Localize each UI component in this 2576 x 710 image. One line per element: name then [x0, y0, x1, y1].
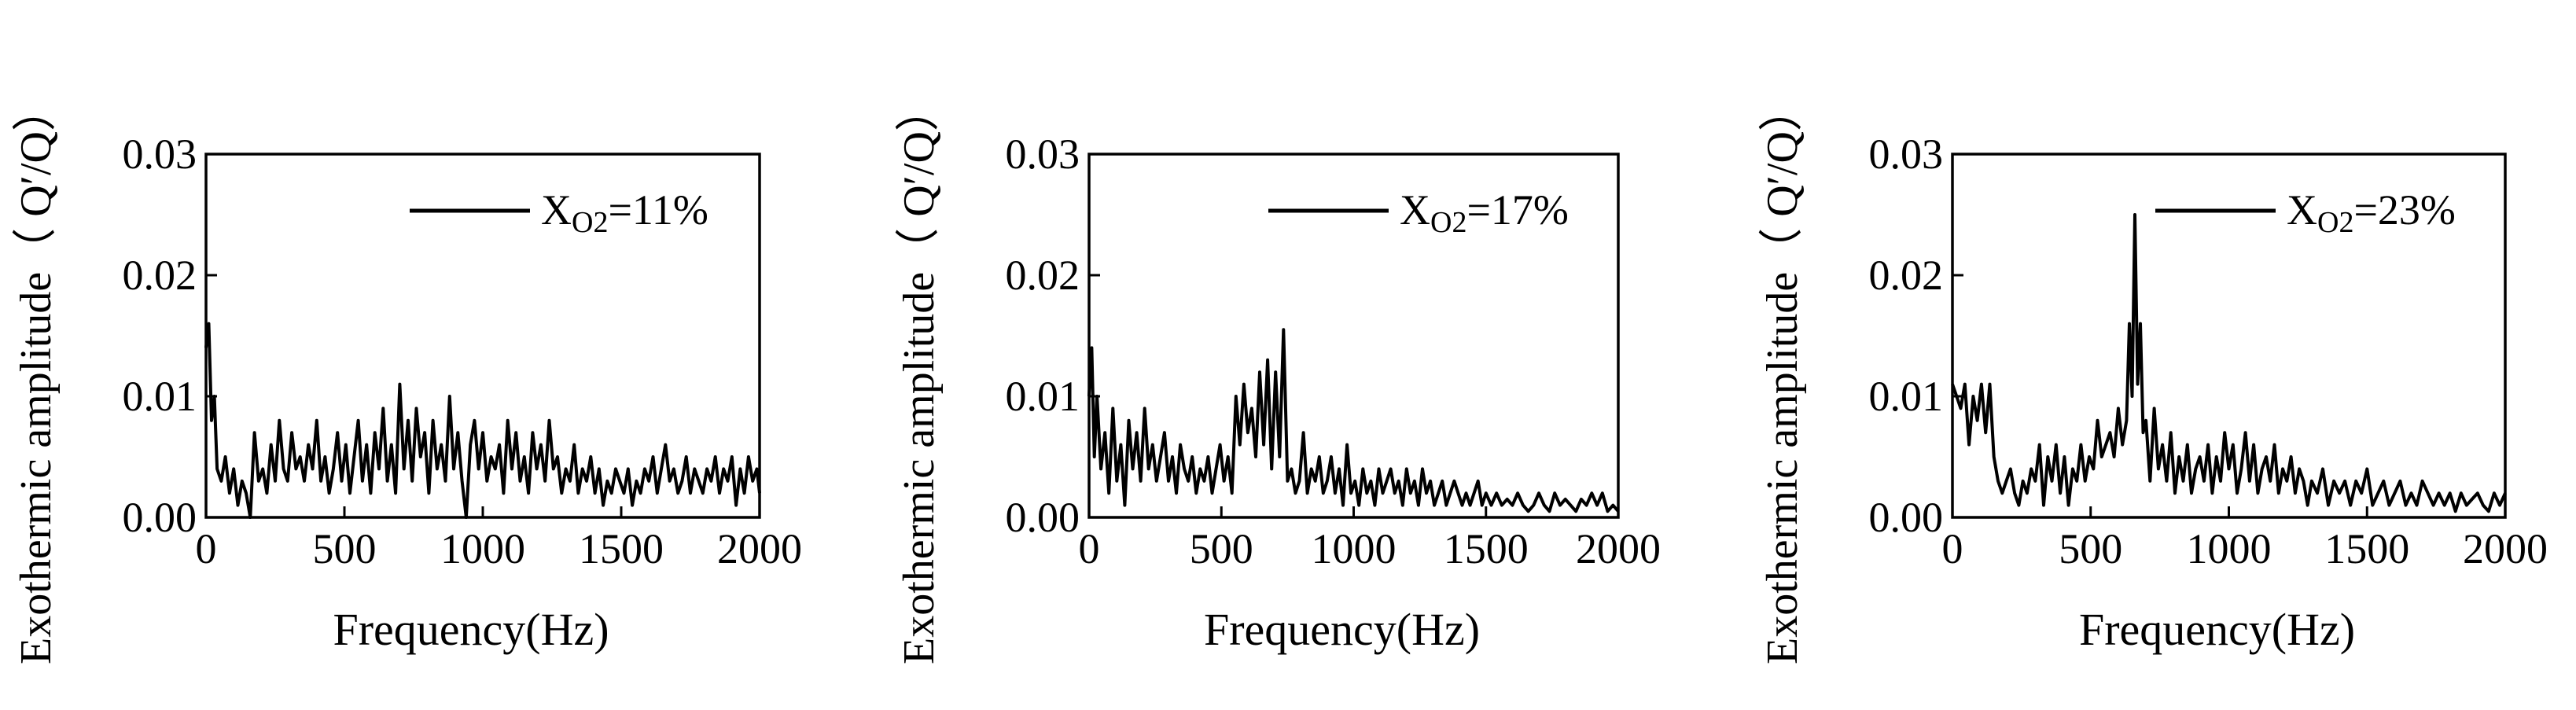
x-tick-label: 1000 — [1312, 525, 1397, 572]
series-line-1-1 — [204, 322, 761, 519]
y-tick-label: 0.03 — [1006, 131, 1080, 178]
x-tick-label: 1500 — [1444, 525, 1529, 572]
legend-label-main: X — [541, 186, 572, 234]
legend: XO2=23% — [2155, 186, 2456, 239]
series-line-3-1 — [1951, 213, 2507, 513]
legend-label-subscript: O2 — [2317, 206, 2353, 239]
x-tick-label: 2000 — [1576, 525, 1661, 572]
y-tick-label: 0.01 — [123, 373, 197, 420]
legend-label: XO2=17% — [1400, 186, 1569, 239]
x-tick-label: 2000 — [2463, 525, 2548, 572]
y-tick-label: 0.00 — [1869, 494, 1944, 541]
legend-label-main: X — [2287, 186, 2317, 234]
y-tick-label: 0.03 — [1869, 131, 1944, 178]
y-tick-label: 0.01 — [1006, 373, 1080, 420]
y-tick-label: 0.00 — [1006, 494, 1080, 541]
legend-label-value: =17% — [1466, 186, 1568, 234]
y-tick-label: 0.03 — [123, 131, 197, 178]
legend-label-main: X — [1400, 186, 1430, 234]
y-axis-label: Exothermic amplitude（ Q′/Q） — [895, 87, 944, 664]
legend-label-subscript: O2 — [1430, 206, 1466, 239]
y-tick-label: 0.01 — [1869, 373, 1944, 420]
chart-panel-1: 0 500 1000 1500 2000 0.00 0.01 0.02 0.03 Frequenc… — [12, 87, 802, 664]
legend-label-value: =23% — [2353, 186, 2455, 234]
x-axis-label: Frequency(Hz) — [2079, 604, 2355, 655]
x-tick-label: 1000 — [2187, 525, 2272, 572]
x-tick-label: 2000 — [717, 525, 802, 572]
y-axis-label: Exothermic amplitude（ Q′/Q） — [1758, 87, 1807, 664]
x-tick-label: 500 — [313, 525, 377, 572]
legend: XO2=11% — [410, 186, 708, 239]
y-tick-label: 0.02 — [1869, 252, 1944, 299]
x-tick-label: 1500 — [2324, 525, 2409, 572]
y-axis-label: Exothermic amplitude（ Q′/Q） — [12, 87, 61, 664]
chart-panel-2: 0 500 1000 1500 2000 0.00 0.01 0.02 0.03 Frequenc… — [895, 87, 1661, 664]
x-tick-label: 1000 — [440, 525, 525, 572]
legend: XO2=17% — [1268, 186, 1569, 239]
x-axis-label: Frequency(Hz) — [333, 604, 609, 655]
chart-panel-3: 0 500 1000 1500 2000 0.00 0.01 0.02 0.03 Frequenc… — [1758, 87, 2548, 664]
legend-label: XO2=23% — [2287, 186, 2456, 239]
legend-label-subscript: O2 — [572, 206, 608, 239]
x-tick-label: 0 — [1942, 525, 1963, 572]
x-tick-label: 0 — [1079, 525, 1100, 572]
y-tick-label: 0.02 — [1006, 252, 1080, 299]
x-tick-label: 500 — [2059, 525, 2122, 572]
x-tick-label: 1500 — [579, 525, 664, 572]
series-line-2-1 — [1087, 328, 1620, 513]
legend-label: XO2=11% — [541, 186, 708, 239]
x-tick-label: 0 — [196, 525, 217, 572]
x-axis-label: Frequency(Hz) — [1204, 604, 1480, 655]
legend-label-value: =11% — [608, 186, 708, 234]
y-tick-label: 0.00 — [123, 494, 197, 541]
y-tick-label: 0.02 — [123, 252, 197, 299]
x-tick-label: 500 — [1190, 525, 1253, 572]
